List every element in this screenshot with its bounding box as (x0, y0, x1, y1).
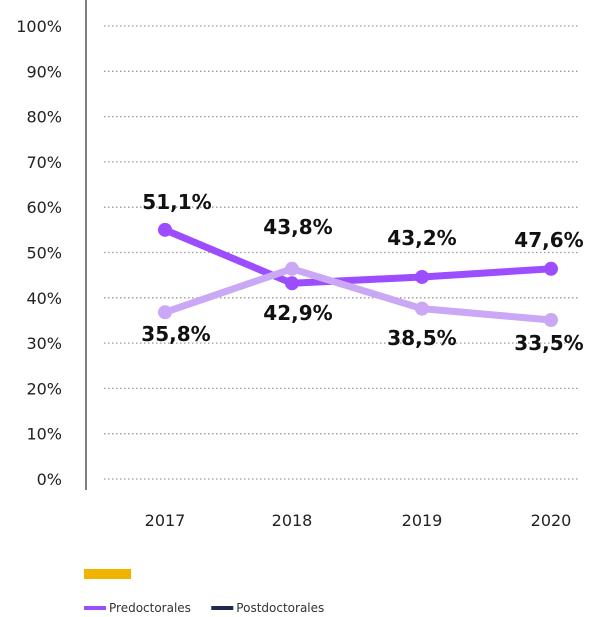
data-point (285, 276, 299, 291)
data-label: 38,5% (387, 326, 456, 350)
y-tick-label: 40% (26, 289, 62, 308)
legend-swatch (84, 606, 106, 610)
x-tick-labels: 2017 2018 2019 2020 (145, 511, 572, 530)
data-label: 43,2% (387, 226, 456, 250)
data-point (158, 305, 172, 320)
data-point (415, 269, 429, 284)
data-point (544, 312, 558, 327)
y-tick-label: 60% (26, 198, 62, 217)
series-line-1 (161, 226, 555, 287)
y-tick-label: 10% (26, 425, 62, 444)
legend-label: Postdoctorales (236, 601, 324, 615)
data-point (158, 222, 172, 237)
legend-swatch (211, 606, 234, 610)
data-label: 42,9% (263, 301, 332, 325)
y-tick-label: 20% (26, 379, 62, 398)
data-labels: 51,1% 43,8% 43,2% 47,6% 35,8% 42,9% 38,5% 33,5% (141, 190, 583, 355)
y-tick-labels: 0% 10% 20% 30% 40% 50% 60% 70% 80% 90% 100% (16, 17, 62, 489)
x-tick-label: 2018 (272, 511, 313, 530)
data-point (544, 261, 558, 276)
y-tick-label: 30% (26, 334, 62, 353)
legend-label: Predoctorales (109, 601, 191, 615)
data-label: 47,6% (514, 228, 583, 252)
data-point (285, 261, 299, 276)
data-point (415, 301, 429, 316)
legend: Predoctorales Postdoctorales (84, 569, 324, 615)
data-label: 35,8% (141, 322, 210, 346)
y-tick-label: 70% (26, 153, 62, 172)
x-tick-label: 2019 (402, 511, 443, 530)
y-tick-label: 50% (26, 244, 62, 263)
data-label: 51,1% (142, 190, 211, 214)
grid-lines (104, 25, 578, 480)
y-tick-label: 100% (16, 17, 62, 36)
data-label: 43,8% (263, 215, 332, 239)
data-label: 33,5% (514, 331, 583, 355)
x-tick-label: 2017 (145, 511, 186, 530)
series-line-2 (161, 265, 555, 324)
legend-swatch (84, 569, 131, 579)
y-tick-label: 0% (37, 470, 62, 489)
y-tick-label: 80% (26, 108, 62, 127)
y-tick-label: 90% (26, 62, 62, 81)
x-tick-label: 2020 (531, 511, 572, 530)
series-lines (158, 222, 558, 327)
